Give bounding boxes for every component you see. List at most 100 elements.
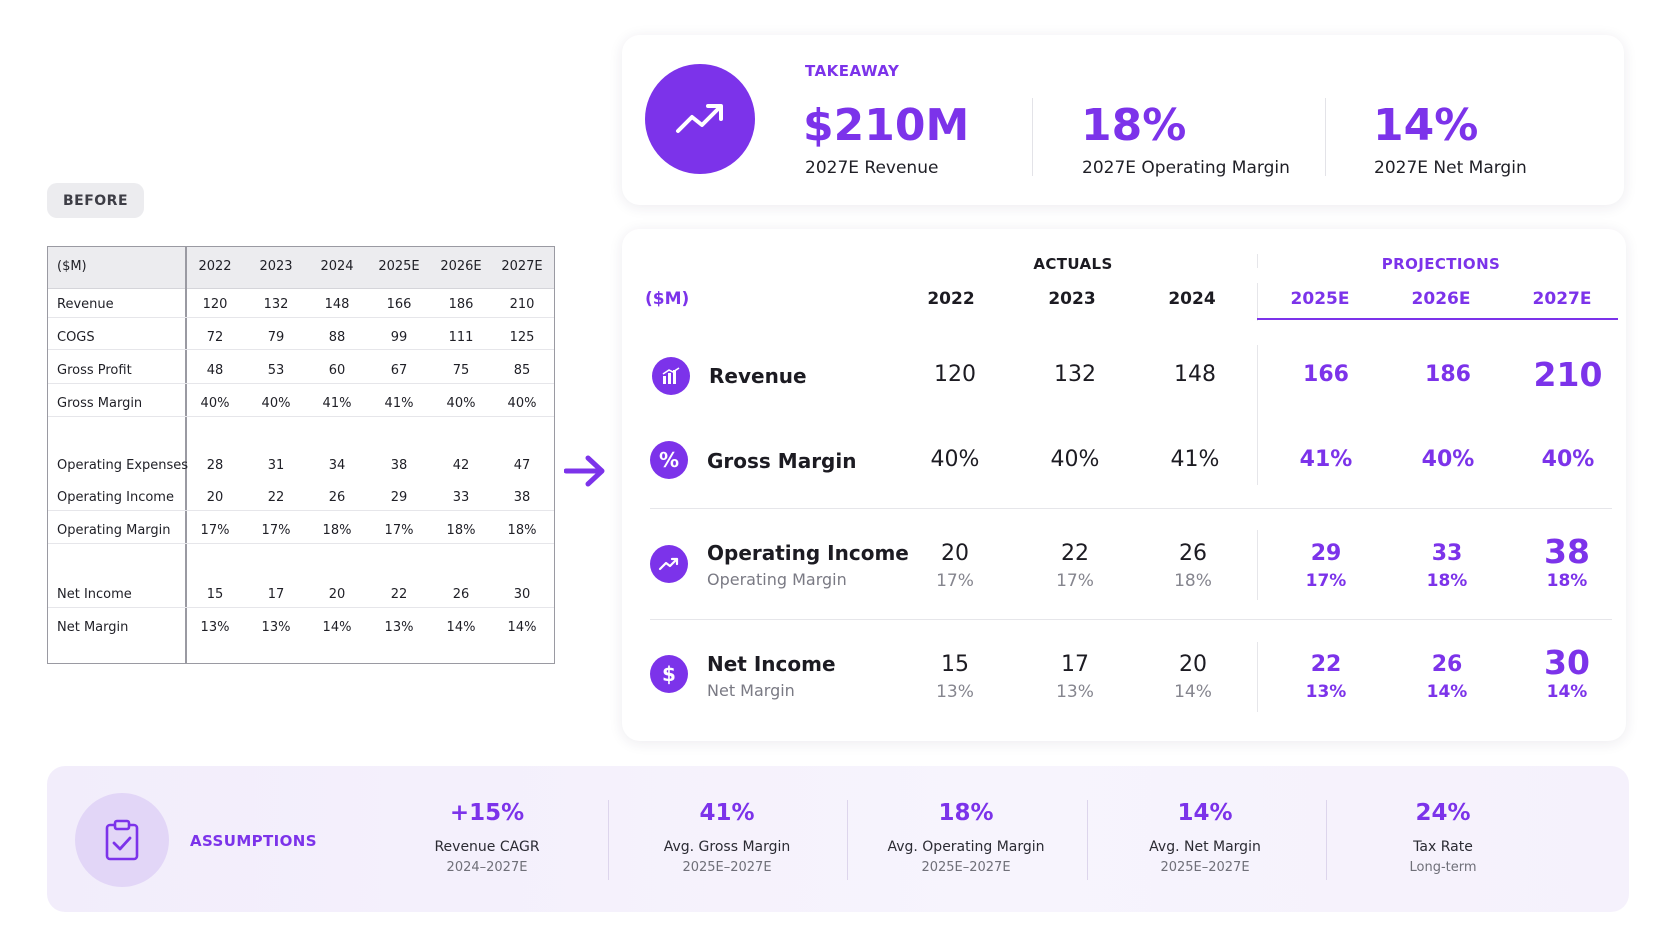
- before-row-label: Gross Margin: [57, 396, 143, 411]
- cell-subvalue: 14%: [1174, 682, 1212, 702]
- column-divider: [1257, 530, 1258, 600]
- before-row-separator: [48, 607, 554, 608]
- before-cell: 99: [390, 330, 408, 345]
- cell-subvalue: 13%: [936, 682, 974, 702]
- projections-header: PROJECTIONS: [1381, 255, 1501, 273]
- before-cell: 14%: [322, 620, 352, 635]
- assumption-sub: 2025E–2027E: [682, 860, 772, 875]
- before-cell: 17%: [384, 523, 414, 538]
- before-row-separator: [48, 317, 554, 318]
- assumption-label: Avg. Gross Margin: [663, 839, 791, 855]
- cell-value: 132: [1054, 362, 1096, 387]
- before-row-separator: [48, 510, 554, 511]
- cell-subvalue: 13%: [1305, 682, 1347, 702]
- before-row-separator: [48, 416, 554, 417]
- before-cell: 38: [513, 490, 531, 505]
- before-cell: 30: [513, 587, 531, 602]
- kpi-divider: [1325, 98, 1326, 176]
- assumption-label: Tax Rate: [1413, 839, 1473, 855]
- cell-value-highlight: 30: [1544, 643, 1590, 682]
- before-cell: 14%: [507, 620, 537, 635]
- cell-value: 120: [934, 362, 976, 387]
- kpi-revenue-label: 2027E Revenue: [805, 158, 939, 178]
- cell-value: 26: [1431, 652, 1463, 677]
- cell-value: 22: [1310, 652, 1342, 677]
- before-cell: 33: [452, 490, 470, 505]
- year-2026e-header: 2026E: [1411, 289, 1471, 309]
- row-name-revenue: Revenue: [709, 364, 807, 388]
- before-row-separator: [48, 349, 554, 350]
- before-cell: 26: [328, 490, 346, 505]
- column-divider: [1257, 642, 1258, 712]
- actuals-header: ACTUALS: [1033, 255, 1113, 273]
- before-cell: 20: [206, 490, 224, 505]
- before-cell: 14%: [446, 620, 476, 635]
- trend-up-icon: [645, 64, 755, 174]
- cell-value: 15: [941, 652, 969, 677]
- cell-value-highlight: 38: [1544, 532, 1590, 571]
- assumption-value: 41%: [699, 800, 755, 826]
- assumptions-band: [47, 766, 1629, 912]
- assumption-sub: Long-term: [1409, 860, 1477, 875]
- row-name-net-income: Net Income: [707, 652, 836, 676]
- cell-value: 41%: [1299, 447, 1353, 472]
- header-divider: [1257, 254, 1258, 268]
- before-row-label: Operating Expenses: [57, 458, 189, 473]
- before-cell: 166: [386, 297, 412, 312]
- before-row-label: Revenue: [57, 297, 114, 312]
- assumption-divider: [1326, 800, 1327, 880]
- cell-value: 29: [1310, 541, 1342, 566]
- bar-chart-icon: [652, 357, 690, 395]
- assumption-sub: 2025E–2027E: [921, 860, 1011, 875]
- before-row-separator: [48, 383, 554, 384]
- row-separator: [650, 619, 1612, 620]
- before-unit-label: ($M): [57, 259, 87, 274]
- assumption-divider: [847, 800, 848, 880]
- before-year-header: 2023: [259, 259, 293, 274]
- cell-value: 33: [1431, 541, 1463, 566]
- clipboard-check-icon: [75, 793, 169, 887]
- row-sub-operating-margin: Operating Margin: [707, 570, 847, 589]
- year-2022-header: 2022: [927, 289, 975, 309]
- kpi-net-margin-value: 14%: [1373, 100, 1479, 151]
- before-cell: 29: [390, 490, 408, 505]
- before-cell: 72: [206, 330, 224, 345]
- before-cell: 13%: [261, 620, 291, 635]
- assumption-label: Avg. Operating Margin: [887, 839, 1045, 855]
- before-year-header: 2026E: [440, 259, 482, 274]
- before-cell: 41%: [384, 396, 414, 411]
- before-table-header: [48, 247, 554, 289]
- assumption-divider: [608, 800, 609, 880]
- before-cell: 41%: [322, 396, 352, 411]
- assumption-value: 18%: [938, 800, 994, 826]
- kpi-operating-margin-value: 18%: [1081, 100, 1187, 151]
- assumption-value: 14%: [1177, 800, 1233, 826]
- before-cell: 17%: [200, 523, 230, 538]
- cell-value: 41%: [1170, 447, 1220, 472]
- before-cell: 17: [267, 587, 285, 602]
- column-divider: [1257, 345, 1258, 485]
- row-sub-net-margin: Net Margin: [707, 681, 795, 700]
- after-unit-label: ($M): [645, 289, 690, 309]
- cell-value: 22: [1061, 541, 1089, 566]
- before-cell: 148: [324, 297, 350, 312]
- before-cell: 13%: [384, 620, 414, 635]
- before-cell: 38: [390, 458, 408, 473]
- before-cell: 53: [267, 363, 285, 378]
- before-cell: 85: [513, 363, 531, 378]
- before-cell: 132: [263, 297, 289, 312]
- before-cell: 40%: [446, 396, 476, 411]
- cell-value: 148: [1174, 362, 1216, 387]
- before-row-label: Operating Income: [57, 490, 174, 505]
- before-cell: 18%: [507, 523, 537, 538]
- trend-line-icon: [650, 545, 688, 583]
- before-row-label: Net Margin: [57, 620, 129, 635]
- before-cell: 79: [267, 330, 285, 345]
- header-divider: [1257, 283, 1258, 321]
- before-cell: 88: [328, 330, 346, 345]
- before-year-header: 2025E: [378, 259, 420, 274]
- assumption-value: +15%: [449, 800, 525, 826]
- row-name-gross-margin: Gross Margin: [707, 449, 857, 473]
- before-cell: 18%: [322, 523, 352, 538]
- assumption-sub: 2025E–2027E: [1160, 860, 1250, 875]
